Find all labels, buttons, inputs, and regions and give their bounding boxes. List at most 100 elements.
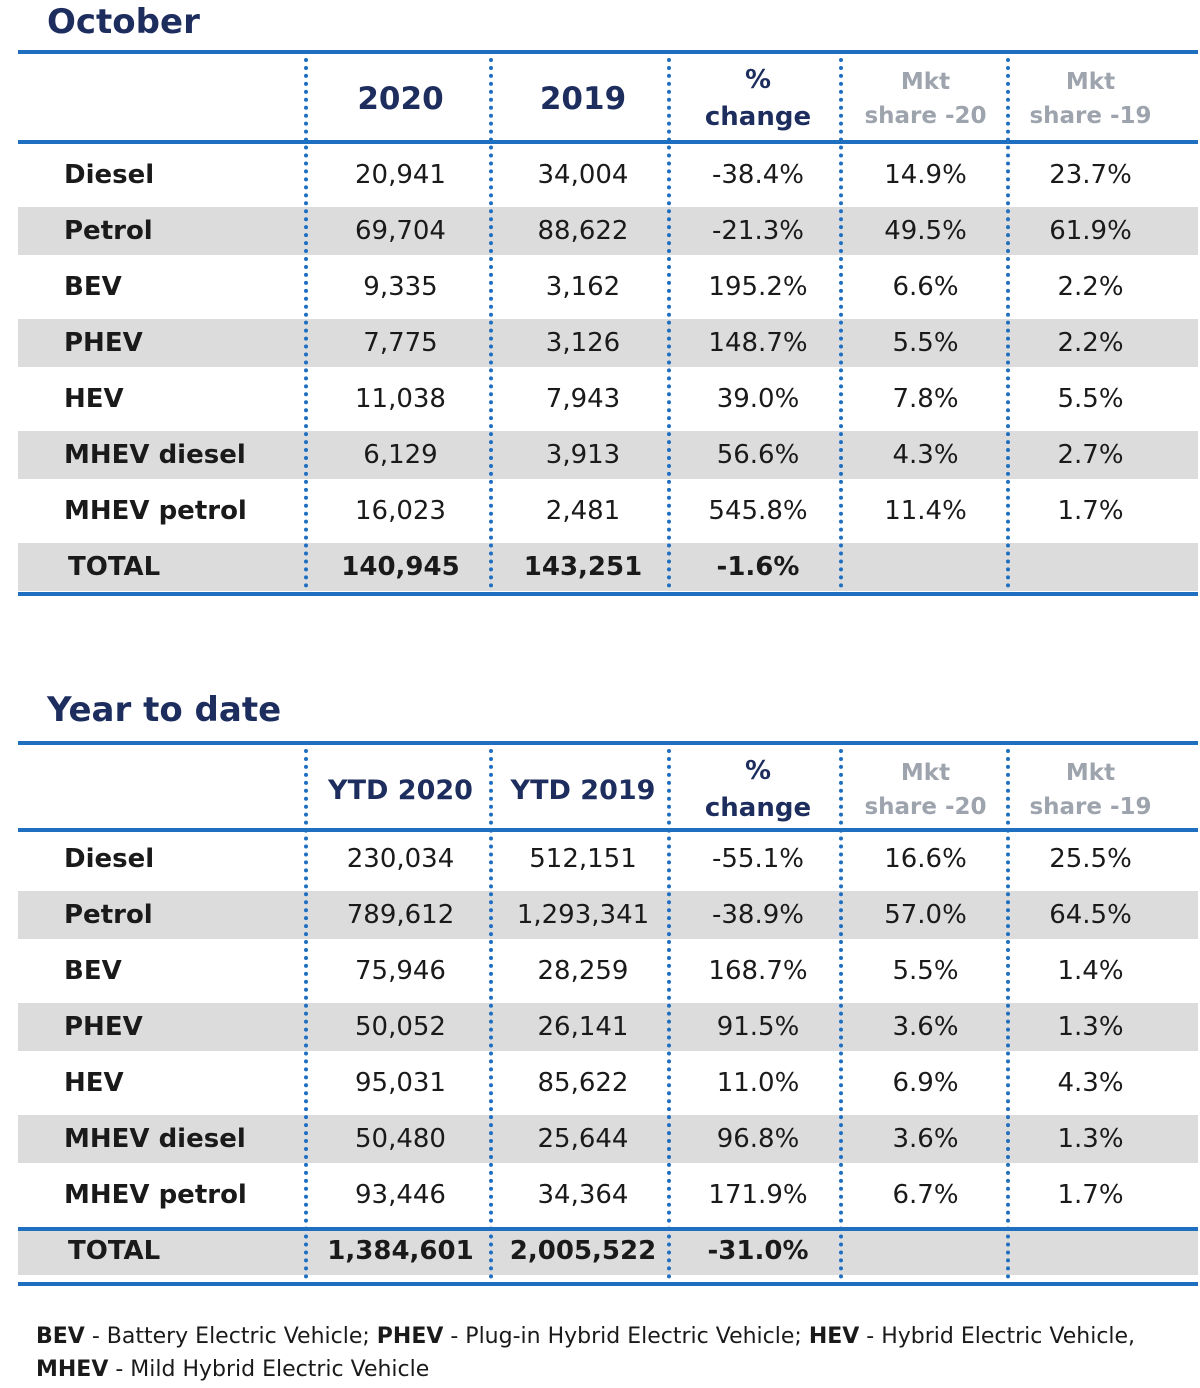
legend-text: - Hybrid Electric Vehicle, (859, 1324, 1136, 1349)
top-rule (18, 741, 1198, 745)
abbreviation-legend: BEV - Battery Electric Vehicle; PHEV - P… (36, 1320, 1176, 1386)
header-pct-change: % change (704, 756, 812, 823)
table-row: PHEV 7,775 3,126 148.7% 5.5% 2.2% (18, 319, 1198, 367)
row-label: TOTAL (68, 1236, 161, 1266)
legend-abbr: BEV (36, 1324, 85, 1349)
value-previous: 3,126 (545, 328, 621, 358)
table-row: Diesel 20,941 34,004 -38.4% 14.9% 23.7% (18, 151, 1198, 199)
row-label: MHEV diesel (64, 440, 246, 470)
total-row: TOTAL 1,384,601 2,005,522 -31.0% (18, 1227, 1198, 1275)
total-row: TOTAL 140,945 143,251 -1.6% (18, 543, 1198, 591)
share-previous: 2.2% (1057, 272, 1124, 302)
row-label: MHEV petrol (64, 1180, 247, 1210)
row-label: TOTAL (68, 552, 161, 582)
table-row: Diesel 230,034 512,151 -55.1% 16.6% 25.5% (18, 835, 1198, 883)
value-previous: 1,293,341 (516, 900, 650, 930)
share-previous: 1.3% (1057, 1124, 1124, 1154)
value-previous: 28,259 (537, 956, 629, 986)
row-label: Petrol (64, 900, 153, 930)
pct-change: -55.1% (712, 844, 804, 874)
value-current: 75,946 (355, 956, 446, 986)
column-divider (1006, 749, 1010, 1279)
share-current: 57.0% (884, 900, 967, 930)
bottom-rule (18, 592, 1198, 596)
value-current: 93,446 (355, 1180, 446, 1210)
table-header: YTD 2020 YTD 2019 % change Mkt share -20 M… (18, 745, 1198, 835)
table-row: BEV 9,335 3,162 195.2% 6.6% 2.2% (18, 263, 1198, 311)
table-row: Petrol 789,612 1,293,341 -38.9% 57.0% 64.5% (18, 891, 1198, 939)
pct-change: 39.0% (716, 384, 800, 414)
row-label: MHEV petrol (64, 496, 247, 526)
header-rule (18, 828, 1198, 832)
row-label: PHEV (64, 328, 143, 358)
share-previous: 1.4% (1057, 956, 1124, 986)
pct-change: 545.8% (708, 496, 808, 526)
pct-change: 195.2% (708, 272, 808, 302)
header-rule (18, 140, 1198, 144)
row-label: MHEV diesel (64, 1124, 246, 1154)
row-label: PHEV (64, 1012, 143, 1042)
share-previous: 5.5% (1057, 384, 1124, 414)
share-previous: 61.9% (1049, 216, 1132, 246)
value-previous: 34,004 (537, 160, 629, 190)
pct-change: 56.6% (716, 440, 800, 470)
table-row: Petrol 69,704 88,622 -21.3% 49.5% 61.9% (18, 207, 1198, 255)
share-current: 16.6% (884, 844, 967, 874)
ytd-table: YTD 2020 YTD 2019 % change Mkt share -20 M… (18, 741, 1198, 1289)
value-previous: 7,943 (545, 384, 621, 414)
share-current: 49.5% (884, 216, 967, 246)
value-current: 230,034 (346, 844, 455, 874)
share-previous: 64.5% (1049, 900, 1132, 930)
table-row: HEV 11,038 7,943 39.0% 7.8% 5.5% (18, 375, 1198, 423)
share-current: 14.9% (884, 160, 967, 190)
value-current: 20,941 (355, 160, 446, 190)
value-previous: 26,141 (537, 1012, 629, 1042)
value-previous: 88,622 (537, 216, 629, 246)
pct-change: -38.9% (712, 900, 804, 930)
value-current: 789,612 (346, 900, 455, 930)
share-current: 3.6% (892, 1124, 959, 1154)
table-row: MHEV diesel 50,480 25,644 96.8% 3.6% 1.3% (18, 1115, 1198, 1163)
column-divider (304, 58, 308, 588)
table-row: MHEV diesel 6,129 3,913 56.6% 4.3% 2.7% (18, 431, 1198, 479)
pct-change: 171.9% (708, 1180, 808, 1210)
row-label: Petrol (64, 216, 153, 246)
header-share-2020: Mkt share -20 (864, 69, 987, 129)
column-divider (304, 749, 308, 1279)
share-current: 6.9% (892, 1068, 959, 1098)
legend-text: - Plug-in Hybrid Electric Vehicle; (443, 1324, 809, 1349)
share-previous: 2.7% (1057, 440, 1124, 470)
ytd-title: Year to date (47, 690, 282, 730)
legend-abbr: PHEV (376, 1324, 444, 1349)
value-previous: 512,151 (529, 844, 637, 874)
table-row: HEV 95,031 85,622 11.0% 6.9% 4.3% (18, 1059, 1198, 1107)
share-previous: 1.7% (1057, 1180, 1124, 1210)
header-year2: 2019 (539, 81, 627, 117)
pct-change: 11.0% (716, 1068, 800, 1098)
share-current: 3.6% (892, 1012, 959, 1042)
value-previous: 85,622 (537, 1068, 629, 1098)
share-previous: 1.3% (1057, 1012, 1124, 1042)
value-previous: 3,162 (545, 272, 621, 302)
value-current: 50,480 (355, 1124, 446, 1154)
legend-abbr: HEV (808, 1324, 860, 1349)
value-current: 7,775 (363, 328, 438, 358)
share-previous: 23.7% (1049, 160, 1132, 190)
bottom-rule (18, 1282, 1198, 1286)
legend-text: - Mild Hybrid Electric Vehicle (108, 1357, 430, 1382)
row-label: BEV (64, 956, 122, 986)
share-current: 4.3% (892, 440, 959, 470)
header-share-2020: Mkt share -20 (864, 760, 987, 820)
value-current: 69,704 (355, 216, 446, 246)
table-row: MHEV petrol 16,023 2,481 545.8% 11.4% 1.7% (18, 487, 1198, 535)
column-divider (489, 749, 493, 1279)
pct-change: 96.8% (716, 1124, 800, 1154)
value-previous: 143,251 (523, 552, 643, 582)
share-previous: 2.2% (1057, 328, 1124, 358)
share-previous: 25.5% (1049, 844, 1132, 874)
share-current: 6.6% (892, 272, 959, 302)
total-rule (18, 1227, 1198, 1231)
header-year1: YTD 2020 (328, 774, 473, 806)
row-label: HEV (64, 1068, 124, 1098)
top-rule (18, 50, 1198, 54)
